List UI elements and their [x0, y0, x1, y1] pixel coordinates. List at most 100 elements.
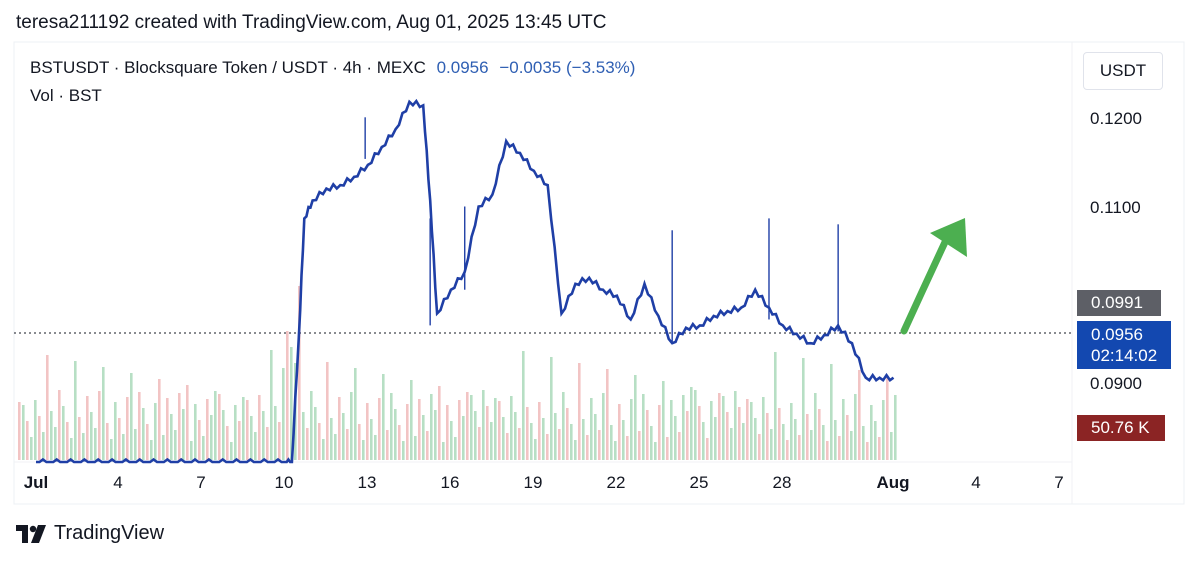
volume-bar — [54, 427, 57, 460]
y-tick-label: 0.0900 — [1090, 374, 1142, 393]
volume-tag: 50.76 K — [1077, 415, 1165, 441]
volume-bar — [162, 435, 165, 460]
volume-bar — [822, 425, 825, 460]
volume-bar — [250, 416, 253, 460]
volume-bar — [586, 435, 589, 460]
volume-bar — [154, 403, 157, 460]
volume-bar — [310, 391, 313, 460]
volume-bar — [778, 408, 781, 460]
x-tick-label: 10 — [274, 473, 294, 492]
volume-bar — [242, 397, 245, 460]
volume-bar — [126, 397, 129, 460]
volume-bar — [306, 428, 309, 460]
volume-bar — [578, 363, 581, 460]
x-tick-label: 19 — [523, 473, 543, 492]
volume-bar — [746, 399, 749, 460]
volume-bar — [610, 425, 613, 460]
volume-bar — [618, 404, 621, 460]
volume-bar — [830, 364, 833, 460]
volume-bar — [714, 417, 717, 460]
volume-bar — [118, 418, 121, 460]
volume-bar — [674, 416, 677, 460]
volume-bar — [678, 432, 681, 460]
volume-bar — [378, 398, 381, 460]
symbol-title[interactable]: BSTUSDT · Blocksquare Token / USDT · 4h … — [30, 58, 426, 77]
volume-legend[interactable]: Vol · BST — [30, 86, 102, 105]
volume-bar — [858, 370, 861, 460]
volume-bar — [382, 374, 385, 460]
arrow-head — [930, 218, 967, 257]
volume-bar — [122, 434, 125, 460]
volume-bar — [794, 419, 797, 460]
x-tick-label: 4 — [971, 473, 981, 492]
volume-bar — [594, 414, 597, 460]
volume-bar — [98, 391, 101, 460]
volume-bar — [298, 286, 301, 460]
volume-bar — [606, 369, 609, 460]
volume-bar — [158, 379, 161, 460]
volume-bar — [786, 440, 789, 460]
volume-bar — [466, 392, 469, 460]
volume-bar — [710, 401, 713, 460]
volume-bar — [134, 429, 137, 460]
volume-bar — [810, 430, 813, 460]
volume-bar — [582, 419, 585, 460]
volume-bar — [426, 431, 429, 460]
volume-bar — [846, 415, 849, 460]
forecast-arrow — [900, 218, 967, 335]
volume-bar — [110, 439, 113, 460]
volume-bar — [638, 431, 641, 460]
last-price-tag-value: 0.0956 — [1091, 325, 1143, 344]
volume-bar — [218, 394, 221, 460]
volume-bar — [314, 407, 317, 460]
volume-bar — [894, 395, 897, 460]
volume-bar — [266, 427, 269, 460]
volume-bar — [790, 403, 793, 460]
volume-bar — [410, 380, 413, 460]
volume-bar — [190, 441, 193, 460]
volume-bar — [734, 391, 737, 460]
volume-bar — [82, 433, 85, 460]
volume-bar — [278, 422, 281, 460]
y-tick-label: 0.1200 — [1090, 109, 1142, 128]
volume-bar — [862, 426, 865, 460]
volume-bar — [230, 442, 233, 460]
volume-bar — [670, 400, 673, 460]
volume-bar — [322, 439, 325, 460]
currency-unit-button[interactable]: USDT — [1083, 52, 1163, 90]
volume-bar — [770, 429, 773, 460]
volume-bar — [354, 368, 357, 460]
volume-bar — [718, 393, 721, 460]
volume-bar — [482, 390, 485, 460]
volume-bar — [690, 387, 693, 460]
volume-bar — [574, 440, 577, 460]
volume-bar — [58, 390, 61, 460]
volume-bar — [630, 399, 633, 460]
volume-bar — [18, 402, 21, 460]
volume-bar — [486, 406, 489, 460]
volume-bar — [170, 414, 173, 460]
volume-bar — [94, 428, 97, 460]
brand-name: TradingView — [54, 522, 165, 544]
volume-bar — [694, 390, 697, 460]
tradingview-brand[interactable]: TradingView — [16, 522, 164, 545]
volume-bar — [150, 440, 153, 460]
volume-bar — [394, 409, 397, 460]
volume-bar — [238, 421, 241, 460]
volume-bar — [390, 393, 393, 460]
volume-bar — [26, 421, 29, 460]
volume-bar — [366, 403, 369, 460]
volume-bar — [814, 393, 817, 460]
volume-bar — [30, 437, 33, 460]
chart-legend: BSTUSDT · Blocksquare Token / USDT · 4h … — [30, 58, 635, 78]
volume-bar — [738, 407, 741, 460]
volume-bars — [18, 286, 897, 460]
volume-bar — [210, 415, 213, 460]
volume-bar — [342, 413, 345, 460]
volume-bar — [490, 422, 493, 460]
volume-bar — [506, 433, 509, 460]
volume-bar — [654, 442, 657, 460]
volume-bar — [622, 420, 625, 460]
volume-bar — [142, 408, 145, 460]
